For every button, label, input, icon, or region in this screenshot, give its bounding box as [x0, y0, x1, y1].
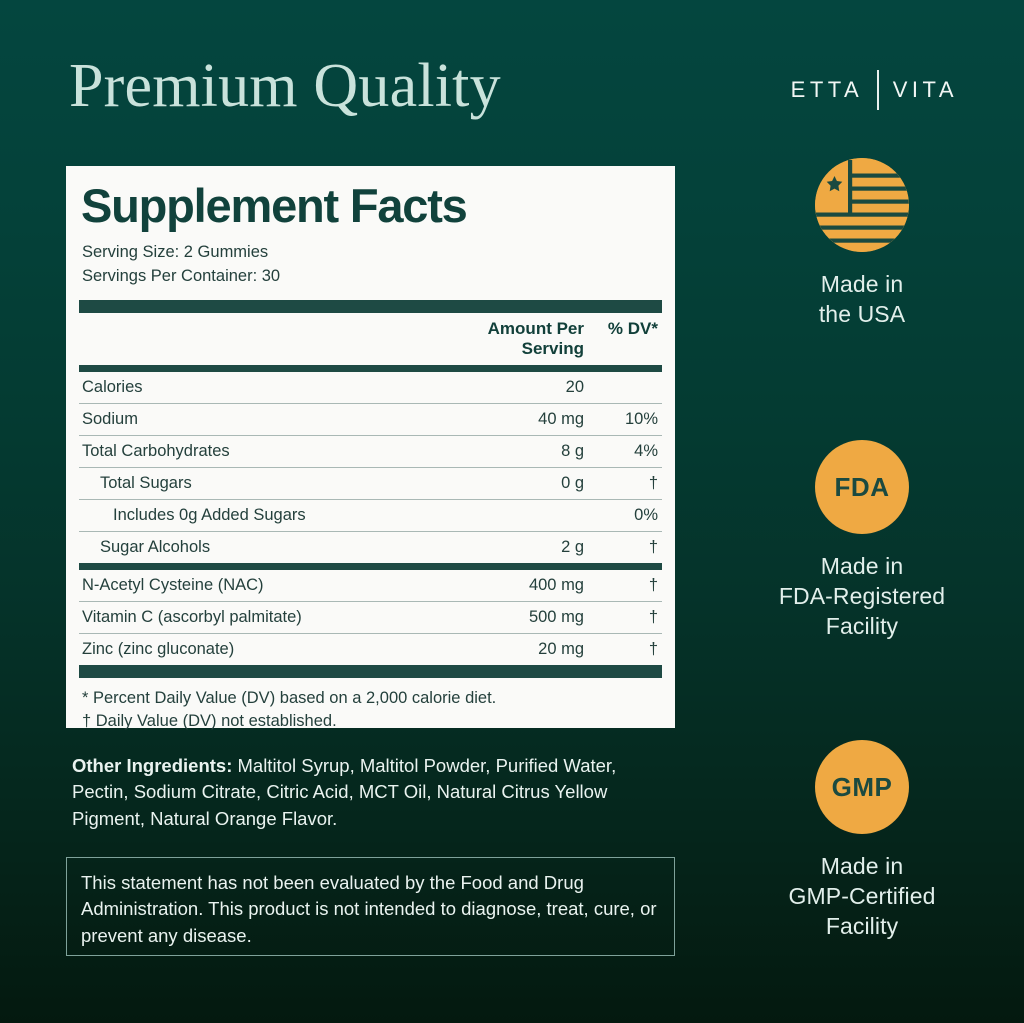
- active-ingredients-body: N-Acetyl Cysteine (NAC) 400 mg † Vitamin C …: [79, 570, 662, 665]
- table-row: Total Carbohydrates 8 g 4%: [79, 434, 662, 468]
- table-top-rule: [79, 299, 662, 313]
- usa-label-line1: Made in: [820, 271, 904, 297]
- gmp-icon-text: GMP: [831, 771, 893, 802]
- row-nutrient-name: Total Carbohydrates: [79, 434, 434, 468]
- table-bottom-rule: [79, 664, 662, 678]
- table-row: Includes 0g Added Sugars 0%: [79, 498, 662, 532]
- row-amount-per-serving: 500 mg: [434, 600, 584, 634]
- header-amount-per-serving: Amount Per Serving: [487, 318, 584, 358]
- brand-name-first: ETTA: [790, 77, 864, 102]
- serving-info: Serving Size: 2 Gummies Servings Per Con…: [79, 241, 662, 289]
- row-percent-dv: 10%: [584, 402, 662, 436]
- fda-disclaimer-box: This statement has not been evaluated by…: [66, 857, 675, 956]
- page-title: Premium Quality: [69, 52, 501, 120]
- row-nutrient-name: Zinc (zinc gluconate): [79, 632, 434, 665]
- badge-fda-registered: FDA Made in FDA-Registered Facility: [700, 440, 1024, 642]
- fda-disclaimer-text: This statement has not been evaluated by…: [81, 872, 657, 946]
- row-percent-dv: †: [584, 466, 662, 500]
- gmp-label-line3: Facility: [825, 912, 899, 939]
- row-amount-per-serving: 40 mg: [434, 402, 584, 436]
- fda-label-line2: FDA-Registered: [778, 582, 946, 609]
- row-percent-dv: †: [648, 575, 658, 594]
- gmp-icon: GMP: [815, 740, 909, 834]
- brand-logo: ETTA VITA: [791, 70, 958, 110]
- usa-flag-icon: [815, 158, 909, 252]
- row-percent-dv: [584, 372, 662, 404]
- nutrition-rows-body: Calories 20 Sodium 40 mg 10% Total Carbohydra…: [79, 372, 662, 563]
- row-nutrient-name: Vitamin C (ascorbyl palmitate): [79, 600, 434, 634]
- badge-label-gmp-certified: Made in GMP-Certified Facility: [789, 852, 936, 942]
- brand-divider-icon: [877, 70, 879, 110]
- footnote-percent-dv: * Percent Daily Value (DV) based on a 2,…: [82, 688, 497, 707]
- servings-per-container: Servings Per Container: 30: [82, 266, 281, 285]
- row-amount-per-serving: 8 g: [434, 434, 584, 468]
- header-bottom-rule: [79, 364, 662, 372]
- table-row: N-Acetyl Cysteine (NAC) 400 mg †: [79, 570, 662, 602]
- row-nutrient-name: Total Sugars: [79, 466, 434, 500]
- left-content-column: Premium Quality Supplement Facts Serving…: [66, 0, 675, 1023]
- active-ingredients-table: N-Acetyl Cysteine (NAC) 400 mg † Vitamin C …: [79, 570, 662, 665]
- row-amount-per-serving: 0 g: [434, 466, 584, 500]
- footnote-dagger: † Daily Value (DV) not established.: [82, 712, 337, 731]
- row-amount-per-serving: 400 mg: [528, 575, 584, 594]
- usa-flag-svg: [815, 158, 909, 252]
- fda-icon-text: FDA: [834, 471, 890, 502]
- table-row: Calories 20: [79, 372, 662, 404]
- row-amount-per-serving: 20: [565, 377, 584, 396]
- nutrition-rows-table: Calories 20 Sodium 40 mg 10% Total Carbohydra…: [79, 372, 662, 563]
- row-amount-per-serving: 2 g: [434, 530, 584, 563]
- badge-label-made-in-usa: Made in the USA: [819, 270, 905, 330]
- active-ingredients-rule: [79, 562, 662, 570]
- table-footnotes: * Percent Daily Value (DV) based on a 2,…: [79, 678, 662, 734]
- certification-badges-column: Made in the USA FDA Made in FDA-Register…: [700, 0, 1024, 1023]
- table-row: Zinc (zinc gluconate) 20 mg †: [79, 632, 662, 665]
- supplement-facts-title: Supplement Facts: [81, 179, 468, 232]
- row-percent-dv: †: [584, 632, 662, 665]
- table-row: Vitamin C (ascorbyl palmitate) 500 mg †: [79, 600, 662, 634]
- gmp-label-line1: Made in: [820, 853, 904, 879]
- row-nutrient-name: Calories: [82, 377, 143, 396]
- gmp-label-line2: GMP-Certified: [788, 882, 936, 909]
- fda-label-line3: Facility: [825, 612, 899, 639]
- header-blank: [79, 313, 434, 365]
- other-ingredients-label: Other Ingredients:: [72, 755, 233, 776]
- usa-label-line2: the USA: [818, 300, 906, 327]
- header-percent-dv: % DV*: [607, 318, 658, 338]
- row-amount-per-serving: 20 mg: [434, 632, 584, 665]
- row-nutrient-name: Sugar Alcohols: [79, 530, 434, 563]
- table-row: Total Sugars 0 g †: [79, 466, 662, 500]
- row-percent-dv: †: [584, 530, 662, 563]
- nutrition-facts-table: Amount Per Serving % DV*: [79, 313, 662, 365]
- badge-gmp-certified: GMP Made in GMP-Certified Facility: [700, 740, 1024, 942]
- table-row: Sugar Alcohols 2 g †: [79, 530, 662, 563]
- table-header-row: Amount Per Serving % DV*: [79, 313, 662, 365]
- brand-name-second: VITA: [892, 77, 958, 102]
- row-nutrient-name: N-Acetyl Cysteine (NAC): [82, 575, 264, 594]
- fda-label-line1: Made in: [820, 553, 904, 579]
- row-amount-per-serving: [434, 498, 584, 532]
- supplement-facts-panel: Supplement Facts Serving Size: 2 Gummies…: [66, 166, 675, 730]
- row-percent-dv: 4%: [584, 434, 662, 468]
- table-row: Sodium 40 mg 10%: [79, 402, 662, 436]
- row-nutrient-name: Includes 0g Added Sugars: [79, 498, 434, 532]
- serving-size: Serving Size: 2 Gummies: [82, 242, 269, 261]
- nutrition-table-body: Amount Per Serving % DV*: [79, 313, 662, 365]
- row-percent-dv: 0%: [584, 498, 662, 532]
- other-ingredients-text: Maltitol Syrup, Maltitol Powder, Purifie…: [72, 755, 617, 829]
- row-nutrient-name: Sodium: [79, 402, 434, 436]
- fda-icon: FDA: [815, 440, 909, 534]
- row-percent-dv: †: [584, 600, 662, 634]
- other-ingredients: Other Ingredients: Maltitol Syrup, Malti…: [72, 753, 672, 832]
- badge-made-in-usa: Made in the USA: [700, 158, 1024, 330]
- badge-label-fda-registered: Made in FDA-Registered Facility: [779, 552, 945, 642]
